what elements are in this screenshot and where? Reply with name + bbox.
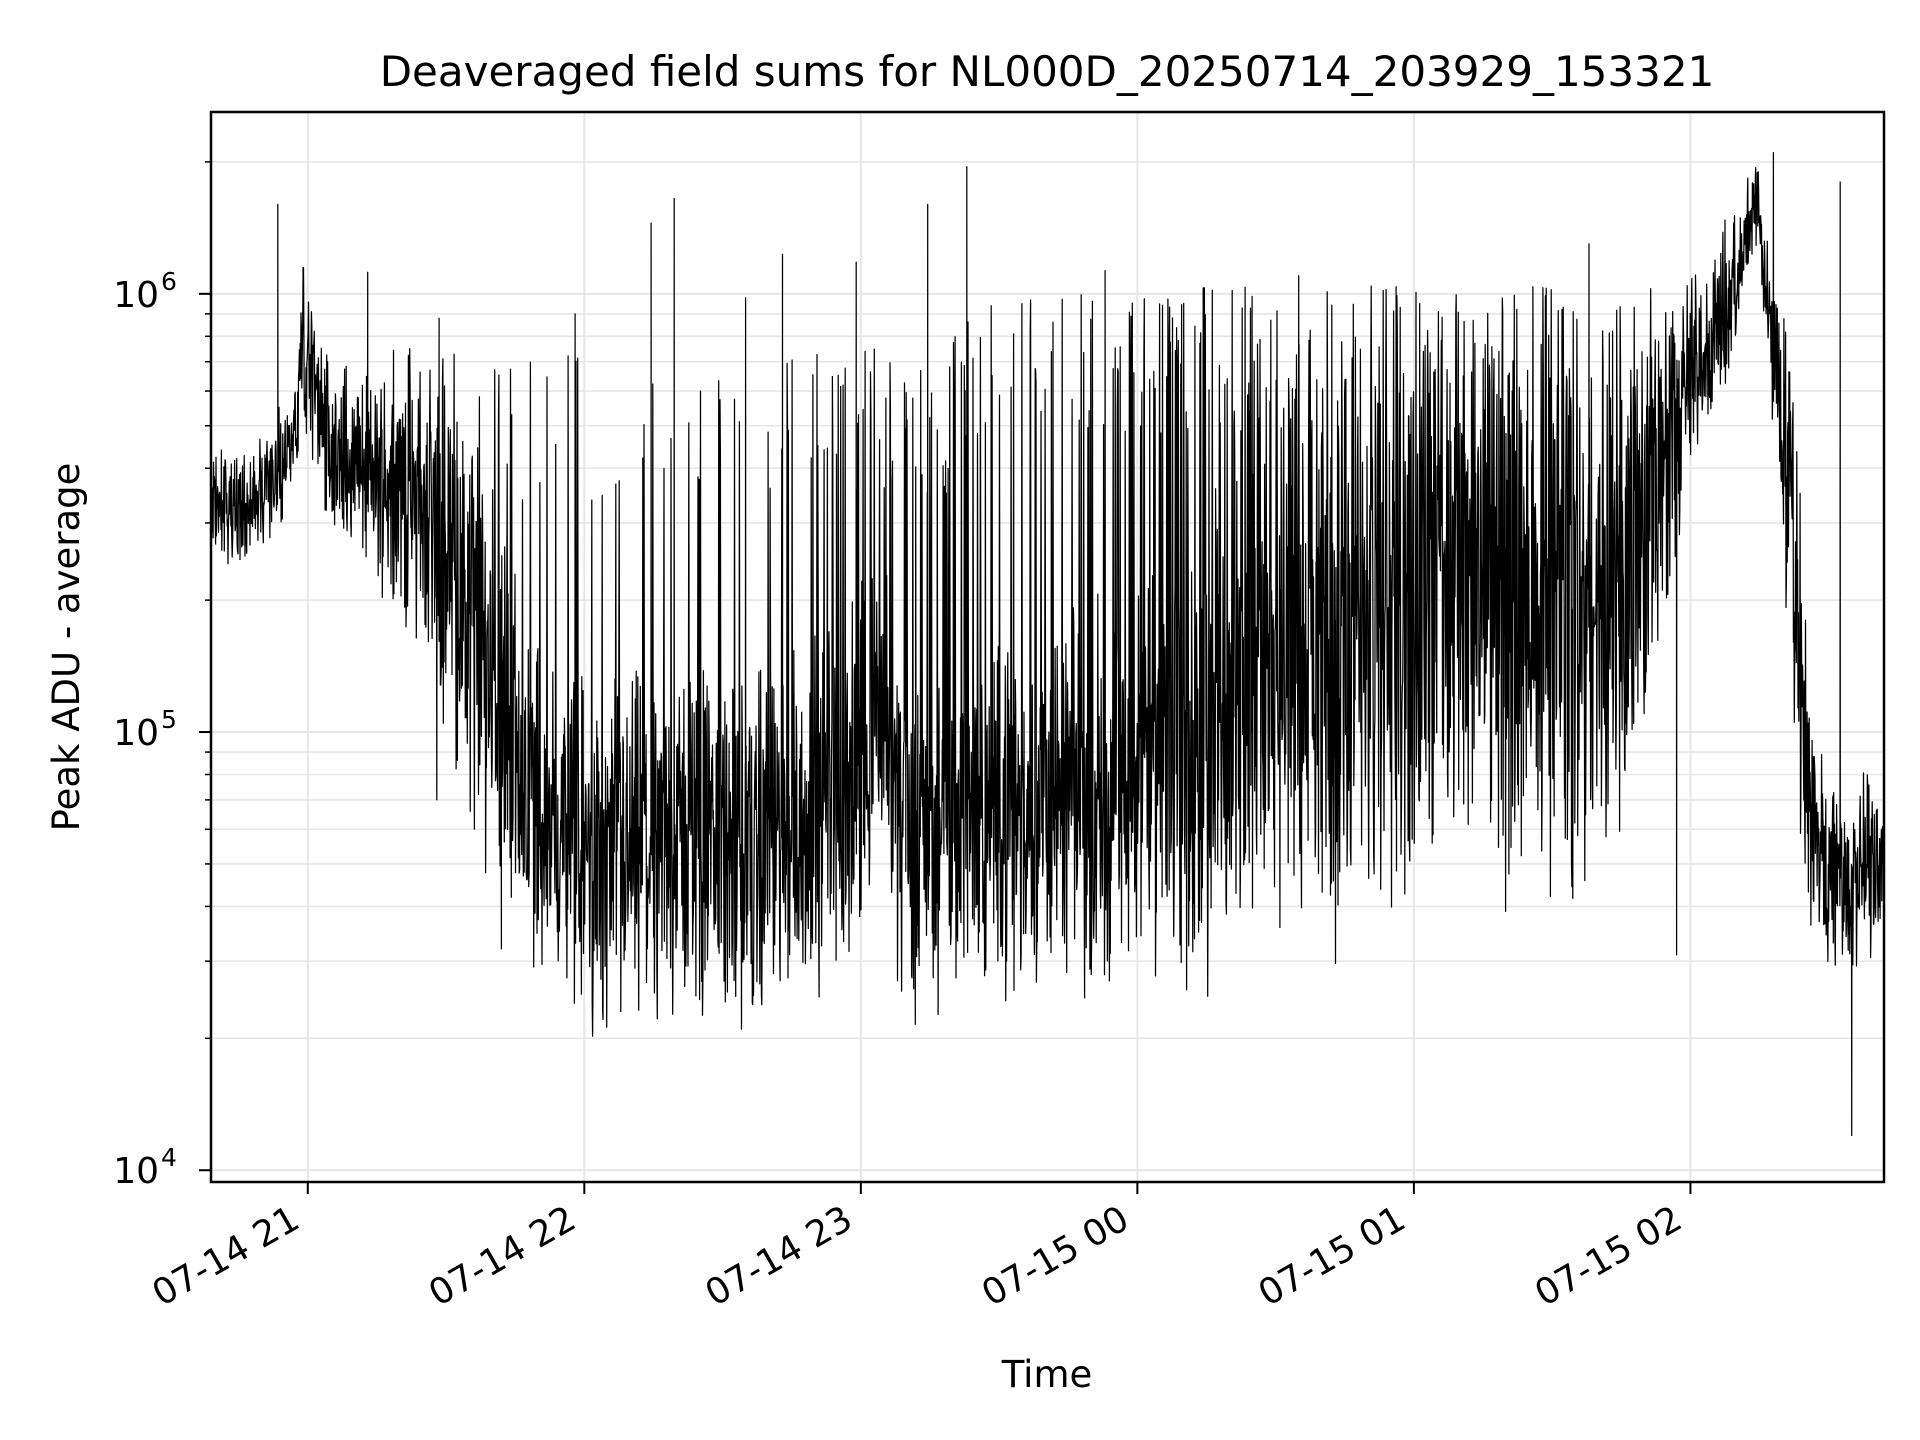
series-layer	[211, 151, 1884, 1137]
chart-title: Deaveraged field sums for NL000D_2025071…	[380, 47, 1715, 96]
series-line	[211, 151, 1884, 1137]
y-tick-label: 10 4	[113, 1143, 177, 1192]
y-tick-base: 10	[113, 713, 159, 754]
x-axis-label: Time	[1001, 1353, 1093, 1396]
y-tick-exponent: 6	[161, 267, 177, 296]
y-tick-base: 10	[113, 275, 159, 316]
y-tick-exponent: 5	[161, 705, 177, 734]
y-tick-label: 10 5	[113, 705, 177, 754]
y-tick-label: 10 6	[113, 267, 177, 316]
plot-frame	[209, 110, 1886, 1184]
y-tick-base: 10	[113, 1151, 159, 1192]
y-tick-exponent: 4	[161, 1143, 177, 1172]
y-axis-label: Peak ADU - average	[45, 463, 88, 832]
